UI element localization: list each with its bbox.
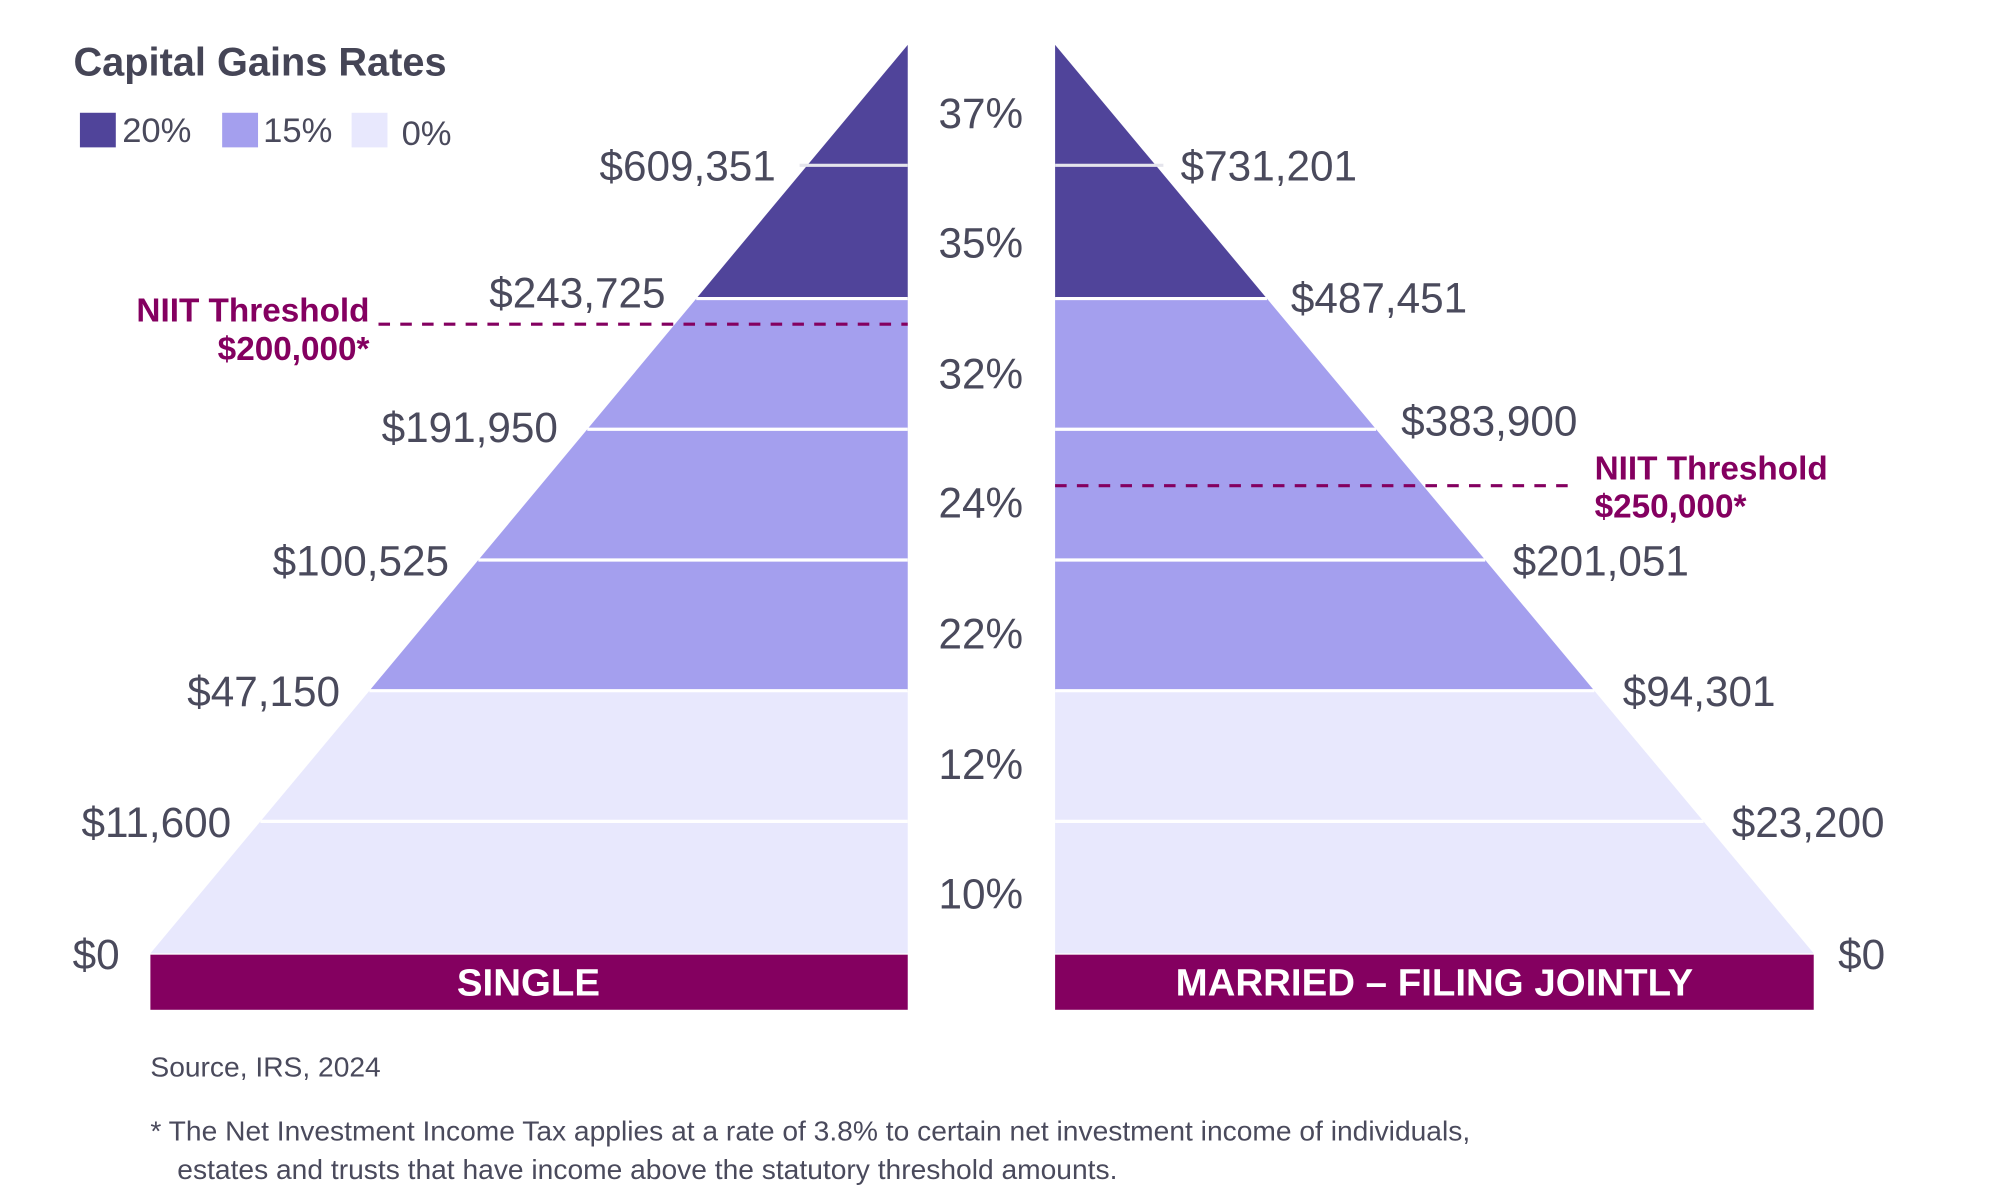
single-threshold: $243,725: [489, 270, 665, 317]
legend-swatch-0: [351, 112, 388, 148]
legend-label-0: 0%: [402, 115, 452, 153]
single-rate-band: [369, 559, 908, 691]
legend-swatch-15: [222, 112, 259, 148]
married-bar-label: MARRIED – FILING JOINTLY: [1176, 962, 1694, 1005]
single-bar-label: SINGLE: [457, 962, 600, 1005]
married-threshold: $383,900: [1401, 398, 1577, 445]
married-rate-band: [1055, 165, 1267, 299]
single-rate-band: [696, 165, 908, 299]
married-rate-band: [1055, 559, 1595, 691]
single-threshold: $47,150: [187, 668, 340, 715]
married-rate-band: [1055, 298, 1377, 430]
legend-label-20: 20%: [122, 112, 191, 150]
single-rate-band: [807, 44, 908, 166]
footnote-line-2: estates and trusts that have income abov…: [177, 1153, 1117, 1185]
single-threshold: $191,950: [382, 404, 558, 451]
married-threshold: $94,301: [1623, 668, 1776, 715]
married-bar: [1055, 954, 1814, 1010]
single-threshold: $0: [73, 931, 120, 978]
married-rate-band: [1055, 821, 1814, 954]
married-rate-band: [1055, 690, 1704, 822]
single-rate-band: [478, 429, 908, 560]
single-threshold: $609,351: [599, 143, 775, 190]
married-niit-amount: $250,000*: [1595, 489, 1747, 526]
rate-label: 10%: [938, 871, 1023, 918]
married-threshold: $23,200: [1732, 799, 1885, 846]
married-threshold: $731,201: [1181, 143, 1357, 190]
single-rate-band: [587, 298, 908, 430]
married-threshold: $487,451: [1291, 275, 1467, 322]
married-rate-band: [1055, 44, 1156, 166]
pyramid-bands: [150, 44, 1814, 954]
legend-title: Capital Gains Rates: [74, 41, 447, 85]
legend-swatch-20: [79, 112, 116, 148]
single-rate-band: [260, 690, 908, 822]
married-niit-label: NIIT Threshold: [1595, 450, 1828, 487]
footnote-line-1: * The Net Investment Income Tax applies …: [150, 1114, 1470, 1146]
rate-label: 35%: [938, 220, 1023, 267]
single-threshold: $100,525: [273, 537, 449, 584]
married-threshold: $201,051: [1513, 537, 1689, 584]
rate-label: 37%: [938, 90, 1023, 137]
single-niit-label: NIIT Threshold: [136, 293, 369, 330]
single-bar: [150, 954, 908, 1010]
rate-label: 32%: [938, 350, 1023, 397]
single-threshold: $11,600: [81, 799, 231, 846]
single-rate-band: [150, 821, 908, 954]
rate-label: 22%: [938, 610, 1023, 657]
rate-label: 24%: [938, 480, 1023, 527]
married-threshold: $0: [1838, 931, 1885, 978]
rate-label: 12%: [938, 741, 1023, 788]
source-text: Source, IRS, 2024: [150, 1050, 380, 1082]
legend-label-15: 15%: [263, 112, 332, 150]
single-niit-amount: $200,000*: [218, 331, 370, 368]
married-rate-band: [1055, 429, 1486, 560]
